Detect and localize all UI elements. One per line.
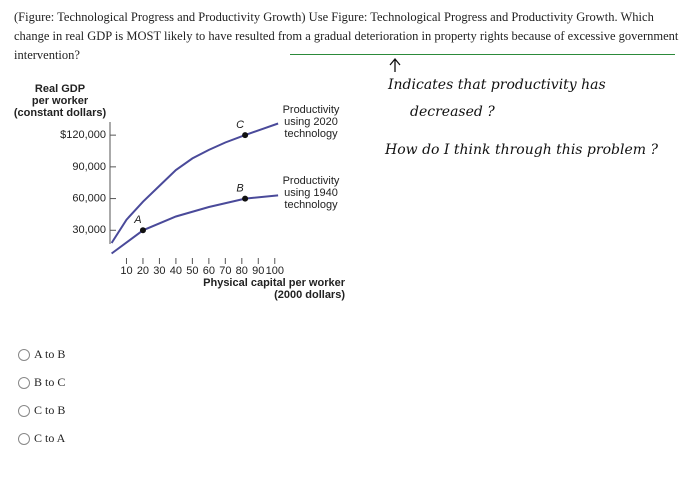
curve (111, 194, 279, 255)
curve-label: technology (284, 199, 338, 211)
x-tick-label: 100 (266, 265, 284, 277)
handwritten-note: decreased ? (410, 104, 495, 120)
curve-label: using 2020 (284, 116, 338, 128)
curve-label: Productivity (283, 175, 340, 187)
y-tick-label: 30,000 (72, 224, 106, 236)
y-tick-label: 90,000 (72, 161, 106, 173)
x-tick-label: 20 (137, 265, 149, 277)
point (139, 227, 146, 234)
option-label[interactable]: C to A (34, 431, 66, 445)
x-tick-label: 30 (153, 265, 165, 277)
handwritten-note: How do I think through this problem ? (384, 142, 658, 158)
handwritten-note: Indicates that productivity has (387, 77, 606, 93)
x-tick-label: 70 (219, 265, 231, 277)
y-axis-title: Real GDP (35, 83, 85, 95)
x-axis-title: (2000 dollars) (274, 289, 345, 301)
option-label[interactable]: A to B (34, 347, 65, 361)
option-label[interactable]: B to C (34, 375, 65, 389)
x-tick-label: 80 (236, 265, 248, 277)
point-label: A (133, 214, 141, 226)
x-tick-label: 60 (203, 265, 215, 277)
underline (290, 54, 675, 55)
point (242, 132, 249, 139)
point (242, 195, 249, 202)
radio-button[interactable] (18, 377, 30, 389)
x-axis-title: Physical capital per worker (203, 277, 346, 289)
point-label: B (236, 182, 243, 194)
curve-label: using 1940 (284, 187, 338, 199)
option-label[interactable]: C to B (34, 403, 65, 417)
y-axis-title: (constant dollars) (14, 107, 107, 119)
radio-button[interactable] (18, 405, 30, 417)
curve-label: technology (284, 128, 338, 140)
arrow (389, 57, 401, 72)
curve (110, 122, 279, 244)
y-tick-label: $120,000 (60, 129, 106, 141)
y-tick-label: 60,000 (72, 192, 106, 204)
question: (Figure: Technological Progress and Prod… (14, 10, 679, 62)
x-tick-label: 90 (252, 265, 264, 277)
x-tick-label: 10 (120, 265, 132, 277)
x-tick-label: 50 (186, 265, 198, 277)
y-axis-title: per worker (32, 95, 89, 107)
radio-button[interactable] (18, 433, 30, 445)
curve-label: Productivity (283, 104, 340, 116)
point-label: C (236, 119, 244, 131)
x-tick-label: 40 (170, 265, 182, 277)
radio-button[interactable] (18, 349, 30, 361)
